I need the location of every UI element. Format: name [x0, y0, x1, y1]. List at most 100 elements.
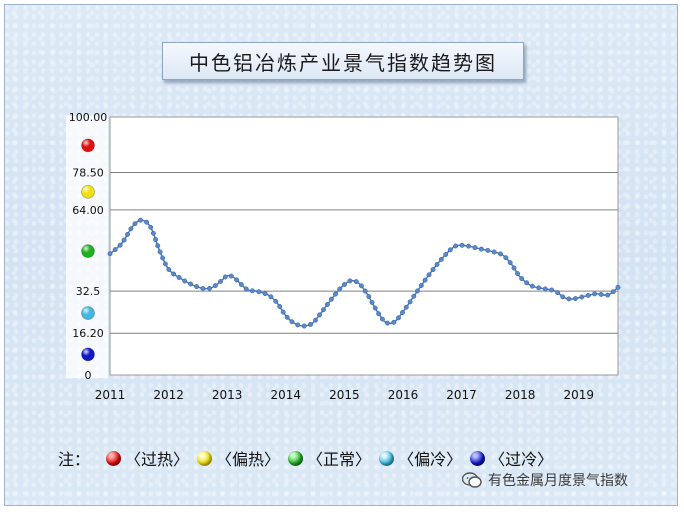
series-point [107, 251, 113, 257]
red-ball-icon [106, 450, 122, 466]
series-point [121, 237, 127, 243]
y-tick-label: 100.00 [69, 111, 108, 124]
series-point [407, 299, 413, 305]
series-point [515, 271, 520, 277]
series-point [400, 310, 405, 315]
legend-label-cool: 〈偏冷〉 [398, 450, 463, 469]
zone-marker-ball [81, 184, 95, 199]
series-point [542, 286, 548, 292]
series-point [301, 323, 307, 329]
series-point [150, 230, 156, 236]
legend-label-normal: 〈正常〉 [307, 450, 372, 469]
x-axis-ticks: 2011 2012 2013 2014 2015 2016 2017 2018 2019 [95, 388, 594, 402]
series-point [610, 289, 616, 295]
series-point [218, 279, 223, 284]
series-point [592, 291, 598, 297]
series-point [369, 299, 375, 305]
x-tick-label: 2018 [505, 388, 536, 402]
series-point [148, 224, 154, 230]
series-point [280, 309, 286, 315]
series-point [560, 294, 566, 300]
legend-item-warm: 〈偏热〉 [197, 446, 280, 470]
series-point [162, 261, 168, 267]
series-point [317, 312, 322, 318]
series-point [249, 288, 255, 294]
series-point [555, 290, 561, 296]
zone-marker-ball [81, 306, 95, 320]
series-point [333, 291, 338, 297]
series-point [200, 286, 206, 291]
series-point [308, 321, 313, 327]
series-point [453, 243, 459, 249]
series-point [295, 322, 301, 328]
series-point [144, 219, 150, 225]
series-point [342, 282, 347, 287]
legend-item-cool: 〈偏冷〉 [379, 446, 462, 470]
series-point [243, 286, 249, 292]
series-point [188, 281, 194, 287]
series-point [415, 288, 420, 294]
legend-label-overcool: 〈过冷〉 [489, 450, 554, 469]
series-point [372, 305, 378, 311]
series-point [160, 255, 166, 261]
series-point [524, 280, 530, 286]
series-point [438, 256, 444, 262]
series-point [615, 284, 621, 290]
series-point [228, 273, 234, 279]
series-point [268, 294, 274, 300]
chart-title: 中色铝冶炼产业景气指数趋势图 [162, 42, 524, 80]
series-point [277, 304, 283, 309]
series-point [176, 275, 182, 280]
series-point [256, 289, 262, 295]
series-point [585, 292, 591, 298]
series-point [138, 217, 143, 223]
series-point [166, 267, 172, 272]
green-ball-icon [288, 450, 304, 466]
series-point [491, 249, 497, 255]
legend: 注： 〈过热〉 〈偏热〉 〈正常〉 〈偏冷〉 〈过冷〉 [58, 447, 561, 469]
series-point [579, 294, 585, 300]
series-point [324, 302, 330, 307]
legend-item-overheat: 〈过热〉 [106, 446, 189, 470]
legend-label-overheat: 〈过热〉 [125, 450, 190, 469]
series-point [366, 294, 372, 300]
series-point [598, 291, 604, 297]
series-point [112, 247, 118, 253]
series-point [313, 317, 318, 323]
series-point [128, 226, 134, 232]
series-point [222, 274, 228, 280]
series-point [171, 271, 177, 277]
y-tick-label: 16.20 [72, 327, 104, 340]
series-point [385, 320, 390, 326]
series-point [572, 296, 578, 302]
series-point [284, 314, 290, 320]
series-point [422, 277, 428, 283]
zone-marker-ball [81, 244, 95, 259]
zone-marker-ball [81, 138, 95, 153]
series-point [155, 243, 161, 249]
series-point [529, 283, 535, 289]
series-point [289, 319, 295, 325]
series-point [157, 249, 163, 255]
legend-note: 注： [58, 450, 91, 469]
series-point [273, 298, 279, 304]
series-point [153, 237, 159, 242]
series-point [362, 288, 368, 294]
series-point [125, 231, 130, 237]
series-point [328, 296, 334, 302]
series-point [358, 283, 364, 289]
watermark-text: 有色金属月度景气指数 [488, 473, 628, 489]
x-tick-label: 2011 [95, 388, 126, 402]
series-point [605, 292, 611, 298]
series-point [519, 276, 525, 282]
series-point [511, 265, 517, 271]
series-point [238, 282, 244, 287]
y-tick-label: 78.50 [72, 166, 104, 179]
zone-markers [81, 138, 95, 362]
y-tick-label: 64.00 [72, 204, 104, 217]
y-axis-ticks: 0 16.20 32.5 64.00 78.50 100.00 [69, 111, 108, 382]
series-point [321, 307, 326, 313]
series-point [194, 284, 200, 290]
series-point [549, 287, 555, 293]
